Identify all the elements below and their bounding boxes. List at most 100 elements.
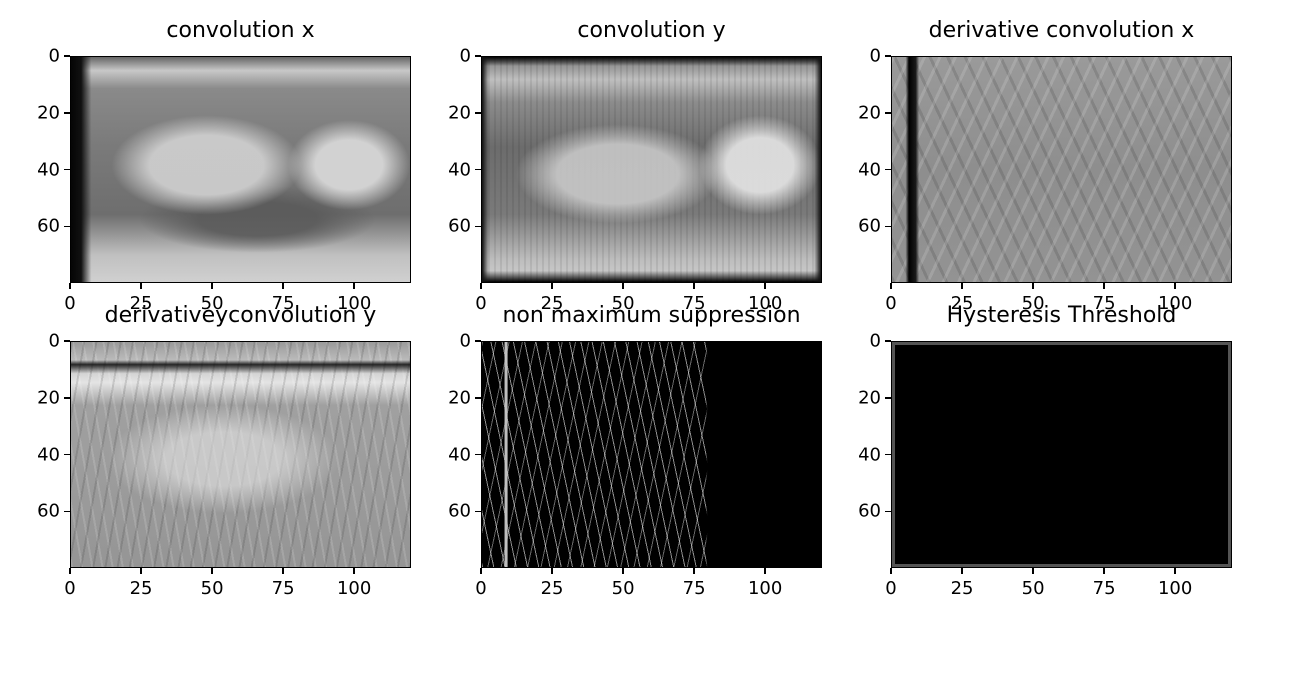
subplot-5: non maximum suppression 0 25 50 75 100 0 20 40 60	[448, 303, 822, 599]
y-tick-label: 40	[448, 444, 471, 465]
y-tick-label: 20	[448, 387, 471, 409]
y-tick-mark	[885, 510, 891, 512]
y-tick-label: 60	[37, 215, 60, 237]
x-tick-label: 50	[1021, 578, 1045, 599]
y-tick-label: 40	[448, 159, 471, 180]
x-tick-mark	[764, 283, 766, 289]
y-tick-label: 40	[858, 159, 881, 180]
x-tick-mark	[1032, 568, 1034, 574]
y-tick-mark	[64, 453, 70, 456]
image-plot	[70, 56, 411, 283]
x-tick-mark	[890, 568, 892, 574]
y-tick-label: 20	[858, 387, 881, 409]
subplot-title: non maximum suppression	[502, 303, 801, 328]
y-tick-label: 20	[448, 102, 471, 124]
x-tick-label: 25	[129, 293, 153, 314]
x-tick-mark	[211, 283, 213, 289]
x-tick-label: 50	[611, 578, 635, 599]
y-tick-label: 0	[869, 330, 881, 352]
x-tick-mark	[282, 568, 284, 574]
x-tick-mark	[69, 283, 71, 289]
x-tick-label: 25	[540, 578, 564, 599]
x-tick-label: 50	[200, 293, 224, 314]
x-tick-label: 0	[475, 293, 487, 314]
y-tick-mark	[64, 510, 70, 512]
y-tick-mark	[64, 112, 70, 114]
x-tick-label: 25	[540, 293, 564, 314]
subplot-1: convolution x 0 25 50 75 100 0 20 40 60	[37, 18, 411, 314]
x-tick-label: 100	[747, 578, 783, 599]
y-tick-label: 60	[37, 500, 60, 522]
y-tick-mark	[885, 340, 891, 342]
y-tick-mark	[475, 510, 481, 512]
x-tick-label: 75	[1092, 578, 1116, 599]
y-tick-mark	[64, 340, 70, 342]
x-tick-label: 0	[64, 578, 76, 599]
y-tick-mark	[475, 397, 481, 399]
y-tick-mark	[475, 340, 481, 342]
x-tick-label: 25	[950, 293, 974, 314]
subplot-6: Hysteresis Threshold 0 25 50 75 100 0 20 40 60	[858, 303, 1232, 599]
x-tick-mark	[551, 283, 553, 289]
x-tick-label: 50	[611, 293, 635, 314]
y-tick-label: 60	[448, 500, 471, 522]
x-tick-mark	[693, 568, 695, 574]
x-tick-label: 100	[1157, 293, 1193, 314]
x-tick-label: 0	[64, 293, 76, 314]
x-tick-mark	[1103, 568, 1105, 574]
subplot-title: convolution x	[166, 18, 315, 43]
y-tick-mark	[885, 453, 891, 456]
image-plot	[70, 341, 411, 568]
y-tick-label: 0	[48, 45, 60, 67]
x-tick-mark	[890, 283, 892, 289]
y-tick-label: 20	[37, 387, 60, 409]
y-tick-label: 0	[48, 330, 60, 352]
x-tick-mark	[282, 283, 284, 289]
x-tick-label: 50	[200, 578, 224, 599]
subplot-title: derivativeyconvolution y	[104, 303, 377, 328]
x-tick-mark	[353, 568, 355, 574]
x-tick-mark	[1174, 283, 1176, 289]
x-tick-mark	[1103, 283, 1105, 289]
y-tick-label: 60	[858, 215, 881, 237]
x-tick-mark	[961, 283, 963, 289]
x-tick-label: 75	[271, 293, 295, 314]
y-tick-mark	[475, 55, 481, 57]
y-tick-label: 40	[37, 444, 60, 465]
x-tick-label: 100	[336, 293, 372, 314]
x-tick-mark	[69, 568, 71, 574]
image-plot	[481, 341, 822, 568]
x-tick-label: 50	[1021, 293, 1045, 314]
x-tick-mark	[622, 568, 624, 574]
x-tick-label: 75	[271, 578, 295, 599]
subplot-2: convolution y 0 25 50 75 100 0 20 40 60	[448, 18, 822, 314]
y-tick-mark	[475, 225, 481, 227]
x-tick-label: 75	[682, 293, 706, 314]
y-tick-mark	[885, 225, 891, 227]
y-tick-mark	[885, 112, 891, 114]
x-tick-mark	[1032, 283, 1034, 289]
y-tick-mark	[885, 397, 891, 399]
y-tick-mark	[64, 55, 70, 57]
y-tick-label: 20	[37, 102, 60, 124]
x-tick-label: 100	[336, 578, 372, 599]
y-tick-mark	[64, 225, 70, 227]
subplot-4: derivativeyconvolution y 0 25 50 75 100 0 20 40 6…	[37, 303, 411, 599]
y-tick-label: 20	[858, 102, 881, 124]
y-tick-label: 0	[459, 330, 471, 352]
image-plot	[891, 56, 1232, 283]
subplot-3: derivative convolution x 0 25 50 75 100 0 20 40 6…	[858, 18, 1232, 314]
x-tick-label: 100	[747, 293, 783, 314]
x-tick-mark	[693, 283, 695, 289]
x-tick-label: 100	[1157, 578, 1193, 599]
x-tick-mark	[1174, 568, 1176, 574]
y-tick-mark	[475, 453, 481, 456]
y-tick-mark	[475, 112, 481, 114]
image-plot	[481, 56, 822, 283]
y-tick-label: 0	[459, 45, 471, 67]
x-tick-label: 0	[885, 578, 897, 599]
x-tick-mark	[622, 283, 624, 289]
y-tick-label: 40	[858, 444, 881, 465]
x-tick-mark	[140, 568, 142, 574]
y-tick-mark	[64, 168, 70, 171]
